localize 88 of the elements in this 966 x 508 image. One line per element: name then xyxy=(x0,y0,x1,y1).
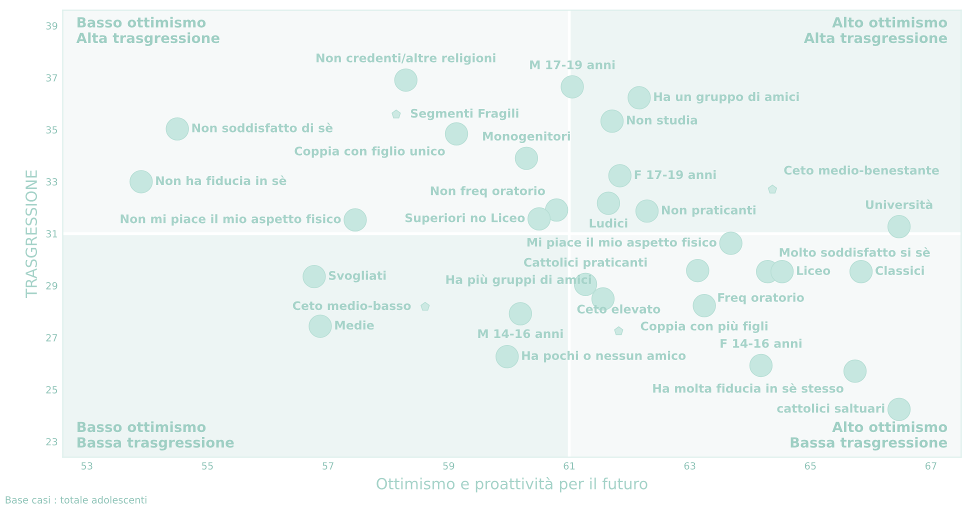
point xyxy=(768,184,778,194)
data-label: Università xyxy=(866,199,932,210)
point xyxy=(130,170,153,194)
data-label: Freq oratorio xyxy=(718,292,804,304)
point xyxy=(420,302,430,311)
data-label: M 17-19 anni xyxy=(530,60,615,70)
point xyxy=(849,260,873,284)
data-label: Liceo xyxy=(797,266,830,276)
point xyxy=(496,345,519,368)
x-tick-label: 61 xyxy=(564,462,575,470)
point xyxy=(692,294,716,318)
point xyxy=(887,215,911,238)
point xyxy=(527,207,551,230)
data-label: Non mi piace il mio aspetto fisico xyxy=(120,214,341,226)
point xyxy=(600,110,624,133)
data-label: Coppia con figlio unico xyxy=(294,146,445,158)
x-tick-label: 59 xyxy=(443,462,454,470)
point xyxy=(392,110,401,118)
y-tick-label: 27 xyxy=(46,334,58,342)
data-label: Non praticanti xyxy=(662,205,756,217)
data-label: Ha molta fiducia in sè stesso xyxy=(653,383,844,393)
point xyxy=(560,75,584,98)
data-label: Superiori no Liceo xyxy=(405,213,525,225)
annotation: Alto ottimismo Alta trasgressione xyxy=(804,16,948,46)
y-axis-title: TRASGRESSIONE xyxy=(25,170,38,298)
data-label: F 14-16 anni xyxy=(720,338,802,348)
point xyxy=(166,117,189,141)
x-axis-title: Ottimismo e proattività per il futuro xyxy=(376,477,648,492)
point xyxy=(887,398,911,421)
data-label: Molto soddisfatto si sè xyxy=(780,247,930,257)
data-label: Non studia xyxy=(627,115,698,125)
point xyxy=(394,68,418,92)
data-label: Cattolici praticanti xyxy=(524,258,647,270)
x-tick-label: 55 xyxy=(202,462,213,470)
data-label: Classici xyxy=(876,266,924,276)
y-tick-label: 35 xyxy=(46,126,58,134)
point xyxy=(686,258,710,282)
point xyxy=(596,192,620,215)
x-tick-label: 65 xyxy=(804,462,816,470)
point xyxy=(749,354,773,378)
data-label: Ceto elevato xyxy=(577,304,660,314)
y-tick-label: 25 xyxy=(46,386,58,394)
point xyxy=(308,314,332,338)
point xyxy=(344,208,367,232)
point xyxy=(444,122,468,146)
data-label: Non freq oratorio xyxy=(430,186,545,198)
point xyxy=(719,232,742,255)
data-label: Segmenti Fragili xyxy=(410,108,518,120)
y-tick-label: 37 xyxy=(46,74,58,82)
point xyxy=(628,86,651,110)
x-tick-label: 57 xyxy=(322,462,334,470)
data-label: Ludici xyxy=(590,218,628,228)
annotation: Basso ottimismo Bassa trasgressione xyxy=(78,421,234,450)
data-label: F 17-19 anni xyxy=(634,170,716,180)
annotation: Basso ottimismo Alta trasgressione xyxy=(76,16,220,46)
data-label: cattolici saltuari xyxy=(777,404,884,413)
point xyxy=(770,260,794,284)
x-tick-label: 63 xyxy=(684,462,696,470)
data-label: M 14-16 anni xyxy=(478,329,563,338)
data-label: Monogenitori xyxy=(483,132,570,144)
y-tick-label: 33 xyxy=(46,178,58,186)
point xyxy=(508,302,532,326)
x-tick-label: 67 xyxy=(926,462,936,470)
point xyxy=(843,360,867,383)
point xyxy=(635,199,659,223)
y-tick-label: 39 xyxy=(46,22,58,30)
y-tick-label: 29 xyxy=(46,282,58,290)
data-label: Ha pochi o nessun amico xyxy=(522,350,686,362)
data-label: Non ha fiducia in sè xyxy=(156,176,286,186)
data-label: Ceto medio-basso xyxy=(292,301,411,310)
point xyxy=(608,164,632,188)
y-tick-label: 23 xyxy=(46,438,58,446)
data-label: Non soddisfatto di sè xyxy=(192,122,333,132)
point xyxy=(544,198,568,222)
data-label: Medie xyxy=(335,320,374,330)
point xyxy=(514,146,538,170)
annotation: Alto ottimismo Bassa trasgressione xyxy=(790,421,948,450)
data-label: Coppia con più figli xyxy=(640,320,768,333)
data-label: Ceto medio-benestante xyxy=(784,166,939,175)
point xyxy=(614,326,624,336)
text: Base casi : totale adolescenti xyxy=(6,496,146,504)
y-tick-label: 31 xyxy=(46,230,58,238)
point xyxy=(302,264,326,288)
data-label: Non credenti/altre religioni xyxy=(316,53,496,65)
data-label: Ha un gruppo di amici xyxy=(654,92,799,104)
x-tick-label: 53 xyxy=(81,462,92,470)
data-label: Svogliati xyxy=(328,270,386,282)
data-label: Mi piace il mio aspetto fisico xyxy=(527,238,716,250)
